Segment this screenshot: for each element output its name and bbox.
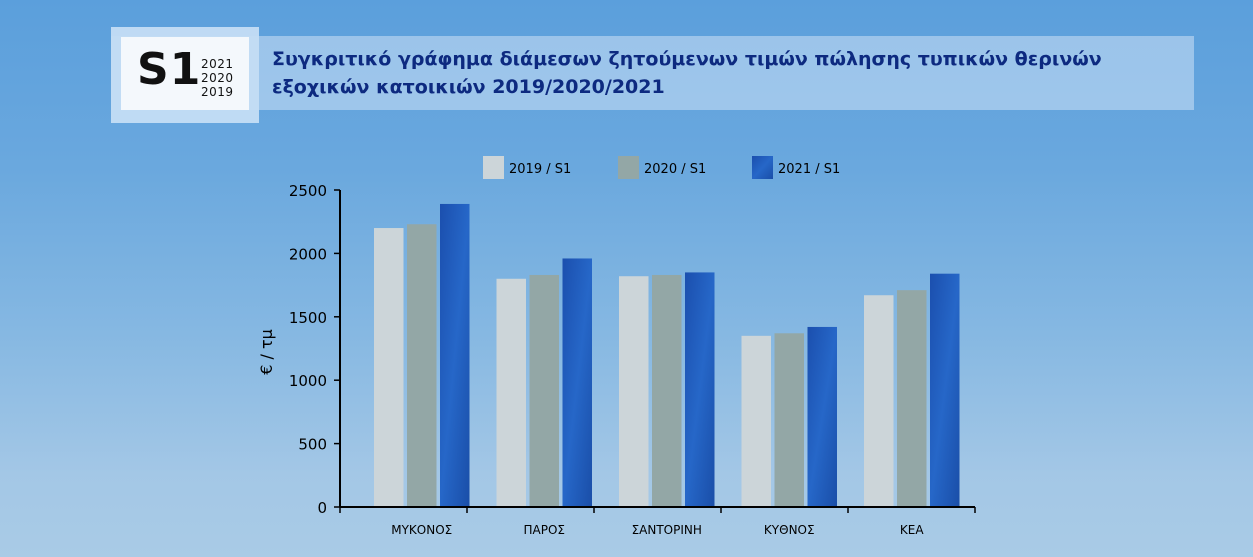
bar xyxy=(741,335,771,507)
axes: ΜΥΚΟΝΟΣ ΠΑΡΟΣ ΣΑΝΤΟΡΙΝΗ ΚΥΘΝΟΣ ΚΕΑ 0 500 1000 15… xyxy=(257,182,976,537)
bar xyxy=(864,295,894,507)
bar xyxy=(529,274,559,507)
y-tick-label: 2500 xyxy=(289,182,327,200)
header-band xyxy=(111,36,1194,110)
legend-swatch xyxy=(752,156,773,179)
legend: 2019 / S1 2020 / S1 2021 / S1 xyxy=(483,156,840,179)
y-tick-label: 500 xyxy=(298,436,327,454)
y-tick-label: 2000 xyxy=(289,245,327,263)
bar xyxy=(897,290,927,507)
bar xyxy=(685,272,715,507)
legend-label: 2021 / S1 xyxy=(778,162,840,177)
badge-code: S1 xyxy=(137,44,202,95)
badge-years: 2021 2020 2019 xyxy=(201,57,234,99)
badge-year: 2019 xyxy=(201,85,234,99)
y-tick-label: 0 xyxy=(317,499,327,517)
chart-title: Συγκριτικό γράφημα διάμεσων ζητούμενων τ… xyxy=(272,48,1102,98)
bar xyxy=(562,258,592,507)
bar xyxy=(374,228,404,508)
badge-year: 2021 xyxy=(201,57,234,71)
bar xyxy=(807,326,837,507)
report-badge-inner xyxy=(121,37,249,110)
bars xyxy=(374,203,960,508)
bar xyxy=(407,224,437,507)
legend-label: 2019 / S1 xyxy=(509,162,571,177)
x-tick-label: ΜΥΚΟΝΟΣ xyxy=(391,523,452,537)
legend-swatch xyxy=(618,156,639,179)
x-tick-label: ΚΕΑ xyxy=(900,523,924,537)
bar xyxy=(619,276,649,507)
legend-swatch xyxy=(483,156,504,179)
x-tick-label: ΚΥΘΝΟΣ xyxy=(764,523,815,537)
badge-year: 2020 xyxy=(201,71,234,85)
bar xyxy=(774,333,804,507)
bar xyxy=(496,278,526,507)
y-tick-label: 1500 xyxy=(289,309,327,327)
legend-label: 2020 / S1 xyxy=(644,162,706,177)
x-tick-label: ΣΑΝΤΟΡΙΝΗ xyxy=(632,523,702,537)
bar xyxy=(930,273,960,507)
bar xyxy=(652,274,682,507)
y-tick-label: 1000 xyxy=(289,372,327,390)
x-tick-label: ΠΑΡΟΣ xyxy=(524,523,566,537)
y-axis-title: € / τμ xyxy=(257,329,276,375)
bar xyxy=(440,203,470,507)
